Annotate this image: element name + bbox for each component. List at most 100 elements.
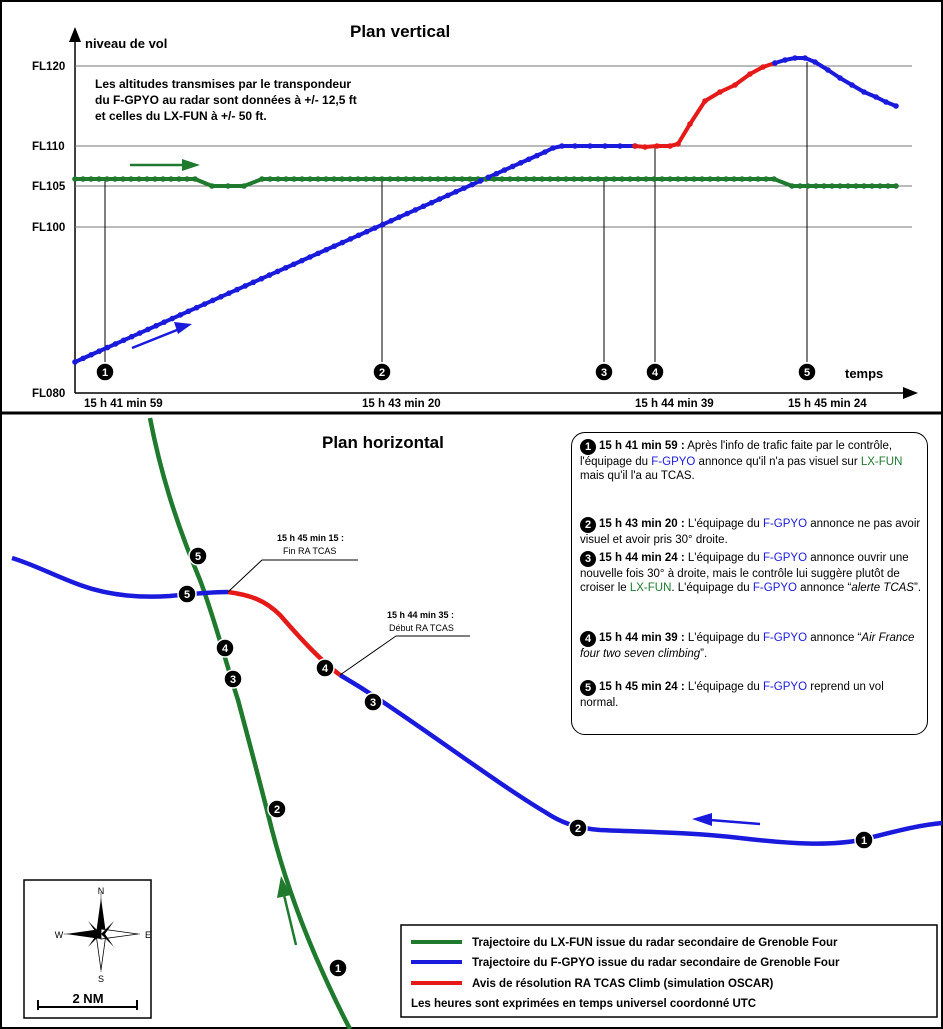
track-sample-dot [675, 176, 681, 182]
legend-item-green: Trajectoire du LX-FUN issue du radar sec… [472, 937, 838, 949]
track-sample-dot [403, 176, 409, 182]
event-marker-4: 4 [645, 362, 665, 382]
legend: Trajectoire du LX-FUN issue du radar sec… [400, 924, 938, 1018]
track-sample-dot [717, 89, 723, 95]
track-sample-dot [420, 203, 427, 210]
track-sample-dot [339, 176, 345, 182]
track-sample-dot [555, 176, 561, 182]
track-sample-dot [169, 315, 176, 322]
track-sample-dot [307, 254, 313, 260]
track-sample-dot [643, 176, 649, 182]
altitude-note-line-3: et celles du LX-FUN à +/- 50 ft. [95, 109, 267, 123]
track-sample-dot [469, 181, 475, 188]
track-sample-dot [331, 176, 337, 182]
track-sample-dot [861, 89, 867, 95]
track-sample-dot [388, 217, 394, 224]
svg-text:2: 2 [379, 367, 385, 379]
track-sample-dot [539, 176, 545, 182]
fl-label-105: FL105 [32, 181, 66, 193]
track-sample-dot [789, 183, 795, 189]
track-sample-dot [339, 239, 346, 246]
fl-label-100: FL100 [32, 222, 65, 234]
track-sample-dot [885, 183, 891, 189]
track-sample-dot [193, 304, 200, 311]
track-sample-dot [161, 319, 167, 325]
track-sample-dot [120, 176, 126, 182]
track-sample-dot [635, 176, 641, 182]
svg-text:3: 3 [601, 367, 607, 379]
track-sample-dot [883, 99, 889, 105]
track-sample-dot [372, 225, 378, 231]
track-sample-dot [234, 286, 240, 293]
west-arrow-icon [66, 929, 101, 939]
blue-ground-direction-arrow [692, 813, 761, 826]
fl-label-080: FL080 [32, 388, 65, 400]
track-sample-dot [96, 348, 103, 354]
event-item-5: 5 15 h 45 min 24 : L'équipage du F-GPYO r… [580, 680, 884, 709]
svg-text:4: 4 [652, 367, 659, 379]
horizontal-panel-title: Plan horizontal [322, 433, 444, 452]
vertical-panel-title: Plan vertical [350, 22, 450, 41]
track-sample-dot [802, 55, 808, 61]
event-time: 15 h 44 min 24 : [599, 552, 685, 564]
track-sample-dot [572, 143, 578, 149]
track-sample-dot [619, 176, 625, 182]
green-ground-direction-arrow [277, 876, 298, 946]
track-sample-dot [137, 330, 143, 336]
track-sample-dot [477, 178, 483, 184]
track-sample-dot [88, 351, 95, 358]
north-arrow-icon [96, 898, 106, 934]
track-sample-dot [315, 176, 321, 182]
svg-text:3: 3 [370, 697, 376, 709]
track-sample-dot [444, 192, 451, 199]
track-sample-dot [715, 176, 721, 182]
track-sample-dot [813, 183, 819, 189]
track-sample-dot [525, 156, 532, 163]
track-sample-dot [459, 176, 465, 182]
track-sample-dot [491, 176, 497, 182]
compass-s: S [98, 974, 104, 984]
track-sample-dot [88, 176, 94, 182]
track-sample-dot [128, 333, 135, 340]
altitude-note-line-1: Les altitudes transmises par le transpon… [95, 77, 351, 91]
event-item-4: 4 15 h 44 min 39 : L'équipage du F-GPYO a… [580, 631, 915, 660]
fl-label-120: FL120 [32, 61, 65, 73]
track-sample-dot [435, 176, 441, 182]
track-sample-dot [427, 176, 433, 182]
track-sample-dot [825, 67, 831, 73]
svg-text:4: 4 [222, 643, 229, 655]
track-sample-dot [651, 176, 657, 182]
track-sample-dot [829, 183, 835, 189]
track-sample-dot [747, 176, 753, 182]
ground-marker-blue-5: 5 [177, 584, 197, 604]
track-sample-dots [72, 55, 899, 365]
track-sample-dot [893, 183, 899, 189]
track-sample-dot [266, 272, 273, 278]
track-sample-dot [241, 183, 247, 189]
track-sample-dot [691, 176, 697, 182]
event-time: 15 h 43 min 20 : [599, 518, 685, 530]
track-sample-dot [547, 176, 553, 182]
track-sample-dot [128, 176, 134, 182]
track-sample-dot [104, 344, 111, 351]
track-sample-dot [501, 167, 508, 173]
track-sample-dot [873, 94, 879, 100]
ra-end-leader [227, 559, 263, 593]
track-sample-dot [602, 143, 608, 149]
track-sample-dot [112, 341, 119, 347]
track-sample-dot [739, 176, 745, 182]
track-sample-dot [323, 176, 329, 182]
track-sample-dot [355, 176, 361, 182]
track-sample-dot [387, 176, 393, 182]
legend-item-blue: Trajectoire du F-GPYO issue du radar sec… [472, 957, 840, 969]
track-sample-dot [120, 337, 127, 344]
event-number-badge: 4 [580, 631, 596, 647]
track-sample-dot [331, 243, 338, 249]
track-sample-dot [258, 275, 265, 282]
lx-fun-ground-track [147, 417, 352, 1029]
track-sample-dot [192, 176, 198, 182]
track-sample-dot [812, 59, 818, 65]
track-sample-dot [893, 103, 899, 109]
compass-rose: N S E W 2 NM [23, 879, 152, 1019]
